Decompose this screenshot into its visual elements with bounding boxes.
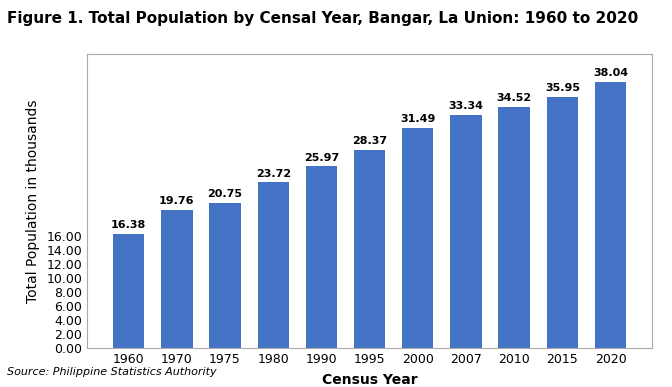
Text: 19.76: 19.76 [159,197,195,206]
Bar [450,115,482,348]
Bar [113,234,144,348]
X-axis label: Census Year: Census Year [322,373,417,387]
Text: 35.95: 35.95 [545,83,580,93]
Bar [354,150,385,348]
Text: Figure 1. Total Population by Censal Year, Bangar, La Union: 1960 to 2020: Figure 1. Total Population by Censal Yea… [7,11,638,26]
Bar [595,82,626,348]
Text: 31.49: 31.49 [400,114,435,124]
Bar [402,128,433,348]
Text: 33.34: 33.34 [448,101,483,111]
Bar [161,210,192,348]
Text: Source: Philippine Statistics Authority: Source: Philippine Statistics Authority [7,366,216,377]
Text: 28.37: 28.37 [352,136,387,146]
Bar [306,166,337,348]
Bar [257,182,289,348]
Text: 20.75: 20.75 [208,190,243,199]
Bar [499,106,530,348]
Bar [210,203,241,348]
Text: 23.72: 23.72 [255,169,291,179]
Text: 16.38: 16.38 [111,220,146,230]
Text: 34.52: 34.52 [497,93,532,103]
Bar [547,96,578,348]
Text: 38.04: 38.04 [593,68,628,79]
Y-axis label: Total Population in thousands: Total Population in thousands [26,99,40,303]
Text: 25.97: 25.97 [304,153,339,163]
